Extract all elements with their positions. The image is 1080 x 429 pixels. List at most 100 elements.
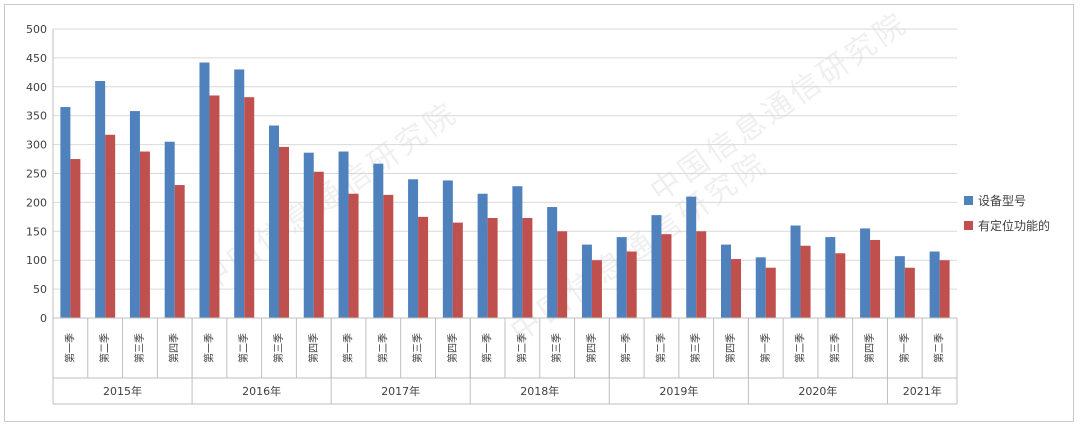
legend-label-series-2: 有定位功能的 bbox=[978, 218, 1050, 233]
year-label: 2015年 bbox=[103, 384, 142, 398]
x-tick-label: 第四季 bbox=[446, 333, 459, 363]
y-tick-label: 450 bbox=[26, 52, 47, 65]
y-axis: 0 50 100 150 200 250 300 350 400 450 500 bbox=[26, 23, 54, 325]
bar-series-1 bbox=[686, 196, 697, 318]
bar-series-2 bbox=[904, 267, 915, 318]
bar-series-2 bbox=[487, 218, 498, 318]
x-tick-label: 第一季 bbox=[63, 333, 76, 363]
bar-series-2 bbox=[418, 216, 429, 318]
bar-series-2 bbox=[870, 239, 881, 318]
year-label: 2018年 bbox=[520, 384, 559, 398]
bar-series-1 bbox=[129, 111, 140, 319]
x-tick-label: 第一季 bbox=[202, 333, 215, 363]
bar-series-2 bbox=[313, 171, 324, 318]
bar-series-1 bbox=[790, 225, 801, 318]
x-tick-label: 第四季 bbox=[863, 333, 876, 363]
x-tick-label: 第四季 bbox=[307, 333, 320, 363]
bars bbox=[60, 62, 950, 319]
bar-series-2 bbox=[139, 151, 150, 318]
x-tick-label: 第一季 bbox=[898, 333, 911, 363]
x-tick-label: 第二季 bbox=[654, 333, 667, 363]
bar-series-1 bbox=[894, 256, 905, 318]
y-tick-label: 100 bbox=[26, 254, 47, 267]
y-tick-label: 350 bbox=[26, 110, 47, 123]
x-tick-label: 第三季 bbox=[411, 333, 424, 363]
x-tick-label: 第二季 bbox=[237, 333, 250, 363]
bar-series-2 bbox=[557, 231, 568, 318]
x-tick-label: 第二季 bbox=[933, 333, 946, 363]
bar-series-1 bbox=[199, 62, 210, 318]
x-tick-label: 第二季 bbox=[376, 333, 389, 363]
bar-series-1 bbox=[860, 228, 871, 318]
bar-series-2 bbox=[522, 218, 533, 318]
y-tick-label: 50 bbox=[33, 283, 47, 296]
bar-series-1 bbox=[60, 107, 71, 318]
watermark-text: 中国信息通信研究院 bbox=[644, 5, 915, 209]
x-tick-label: 第四季 bbox=[724, 333, 737, 363]
x-tick-label: 第三季 bbox=[550, 333, 563, 363]
x-tick-label: 第三季 bbox=[272, 333, 285, 363]
bar-series-1 bbox=[721, 244, 731, 318]
bar-series-1 bbox=[442, 180, 453, 318]
x-tick-label: 第二季 bbox=[794, 333, 807, 363]
bar-series-2 bbox=[383, 194, 394, 318]
y-tick-label: 150 bbox=[26, 225, 47, 238]
bar-series-2 bbox=[244, 97, 255, 318]
y-tick-label: 300 bbox=[26, 139, 47, 152]
legend-label-series-1: 设备型号 bbox=[978, 194, 1026, 208]
x-tick-label: 第四季 bbox=[585, 333, 598, 363]
year-label: 2019年 bbox=[659, 384, 698, 398]
bar-series-1 bbox=[825, 237, 836, 318]
bar-series-1 bbox=[755, 257, 766, 318]
bar-series-1 bbox=[651, 215, 662, 318]
bar-series-2 bbox=[696, 231, 707, 318]
legend-swatch-series-2 bbox=[964, 221, 973, 230]
y-tick-label: 500 bbox=[26, 23, 47, 36]
bar-series-1 bbox=[547, 207, 558, 318]
bar-series-2 bbox=[452, 222, 463, 318]
watermark-text: 中国信息通信研究院 bbox=[504, 145, 775, 349]
bar-series-2 bbox=[70, 159, 81, 318]
x-tick-label: 第三季 bbox=[689, 333, 702, 363]
legend-swatch-series-1 bbox=[964, 196, 973, 205]
bar-series-2 bbox=[279, 146, 289, 318]
x-tick-label: 第一季 bbox=[620, 333, 633, 363]
x-tick-label: 第三季 bbox=[828, 333, 841, 363]
bar-series-1 bbox=[512, 186, 523, 318]
year-label: 2017年 bbox=[381, 384, 420, 398]
x-tick-label: 第四季 bbox=[168, 333, 181, 363]
x-tick-label: 第三季 bbox=[133, 333, 146, 363]
bar-series-1 bbox=[303, 152, 314, 318]
bar-series-1 bbox=[338, 151, 349, 318]
x-tick-label: 第二季 bbox=[98, 333, 111, 363]
bar-series-1 bbox=[581, 244, 592, 318]
bar-series-1 bbox=[95, 81, 106, 319]
bar-series-1 bbox=[234, 69, 245, 319]
x-tick-label: 第一季 bbox=[759, 333, 772, 363]
bar-series-2 bbox=[105, 134, 116, 318]
bar-series-2 bbox=[209, 95, 220, 318]
y-tick-label: 400 bbox=[26, 81, 47, 94]
bar-series-2 bbox=[661, 234, 672, 318]
bar-series-2 bbox=[348, 193, 359, 318]
bar-series-2 bbox=[939, 260, 950, 318]
bar-series-1 bbox=[269, 125, 279, 318]
bar-series-1 bbox=[164, 141, 175, 318]
x-tick-label: 第一季 bbox=[481, 333, 494, 363]
bar-series-2 bbox=[626, 251, 637, 318]
year-label: 2016年 bbox=[242, 384, 281, 398]
chart-frame: 中国信息通信研究院 中国信息通信研究院 中国信息通信研究院 0 50 100 150 200… bbox=[4, 4, 1074, 422]
bar-series-1 bbox=[373, 163, 384, 318]
x-axis: 第一季 第二季 第三季 第四季 2015年 第一季 第二季 第三季 第四季 2016年 第一季 第二季… bbox=[52, 317, 958, 405]
y-tick-label: 200 bbox=[26, 196, 47, 209]
y-tick-label: 250 bbox=[26, 168, 47, 181]
bar-series-1 bbox=[477, 193, 488, 318]
bar-series-2 bbox=[835, 253, 846, 318]
x-tick-label: 第一季 bbox=[342, 333, 355, 363]
bar-series-2 bbox=[591, 260, 602, 318]
bar-series-1 bbox=[408, 179, 419, 318]
bar-series-2 bbox=[174, 185, 185, 318]
bar-series-2 bbox=[765, 267, 776, 318]
